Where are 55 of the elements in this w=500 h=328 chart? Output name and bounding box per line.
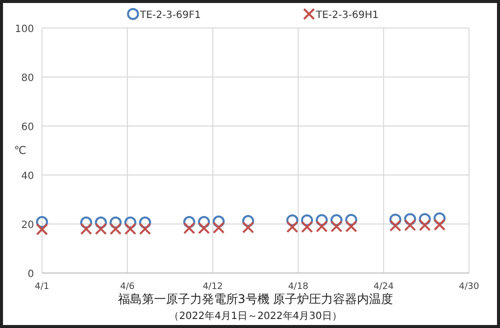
- point: [286, 220, 298, 233]
- x-tick-label: 4/1: [34, 282, 50, 292]
- x-tick-label: 4/12: [202, 282, 223, 292]
- point: [139, 222, 152, 235]
- point: [301, 220, 314, 233]
- point: [330, 220, 342, 232]
- point: [286, 214, 298, 226]
- x-tick-label: 4/18: [288, 282, 309, 292]
- point: [212, 216, 225, 228]
- point: [80, 216, 92, 229]
- point: [110, 222, 122, 235]
- point: [345, 214, 358, 226]
- point: [418, 213, 431, 226]
- point: [94, 222, 107, 235]
- point: [316, 214, 328, 226]
- point: [434, 218, 446, 231]
- legend-label: TE-2-3-69H1: [315, 10, 379, 21]
- point: [404, 213, 416, 226]
- y-tick-label: 20: [21, 220, 34, 231]
- point: [242, 221, 254, 234]
- point: [404, 219, 416, 232]
- x-tick-label: 4/24: [373, 282, 394, 292]
- x-tick-label: 4/6: [120, 282, 135, 292]
- y-tick-label: 60: [21, 122, 34, 133]
- point: [345, 220, 358, 232]
- point: [198, 216, 210, 228]
- point: [183, 222, 196, 234]
- point: [183, 216, 196, 228]
- point: [80, 222, 92, 235]
- text: （2022年4月1日～2022年4月30日）: [169, 310, 342, 322]
- x-tick-label: 4/30: [458, 282, 480, 292]
- point: [110, 216, 122, 229]
- text: 福島第一原子力発電所3号機 原子炉圧力容器内温度: [118, 292, 394, 306]
- point: [124, 222, 136, 235]
- point: [242, 215, 254, 228]
- point: [124, 216, 136, 229]
- point: [330, 214, 342, 226]
- y-axis-title: ℃: [14, 144, 26, 157]
- point: [316, 220, 328, 232]
- point: [389, 214, 402, 226]
- y-tick-label: 100: [14, 24, 34, 35]
- legend-label: TE-2-3-69F1: [139, 10, 201, 21]
- point: [94, 216, 107, 229]
- point: [36, 216, 48, 228]
- point: [36, 223, 48, 236]
- point: [301, 214, 314, 226]
- point: [198, 222, 210, 234]
- y-tick-label: 80: [21, 73, 34, 84]
- y-tick-label: 40: [21, 171, 34, 182]
- y-tick-label: 0: [28, 269, 34, 280]
- point: [434, 212, 446, 224]
- point: [418, 219, 431, 232]
- point: [139, 216, 152, 229]
- point: [212, 222, 225, 234]
- point: [389, 220, 402, 232]
